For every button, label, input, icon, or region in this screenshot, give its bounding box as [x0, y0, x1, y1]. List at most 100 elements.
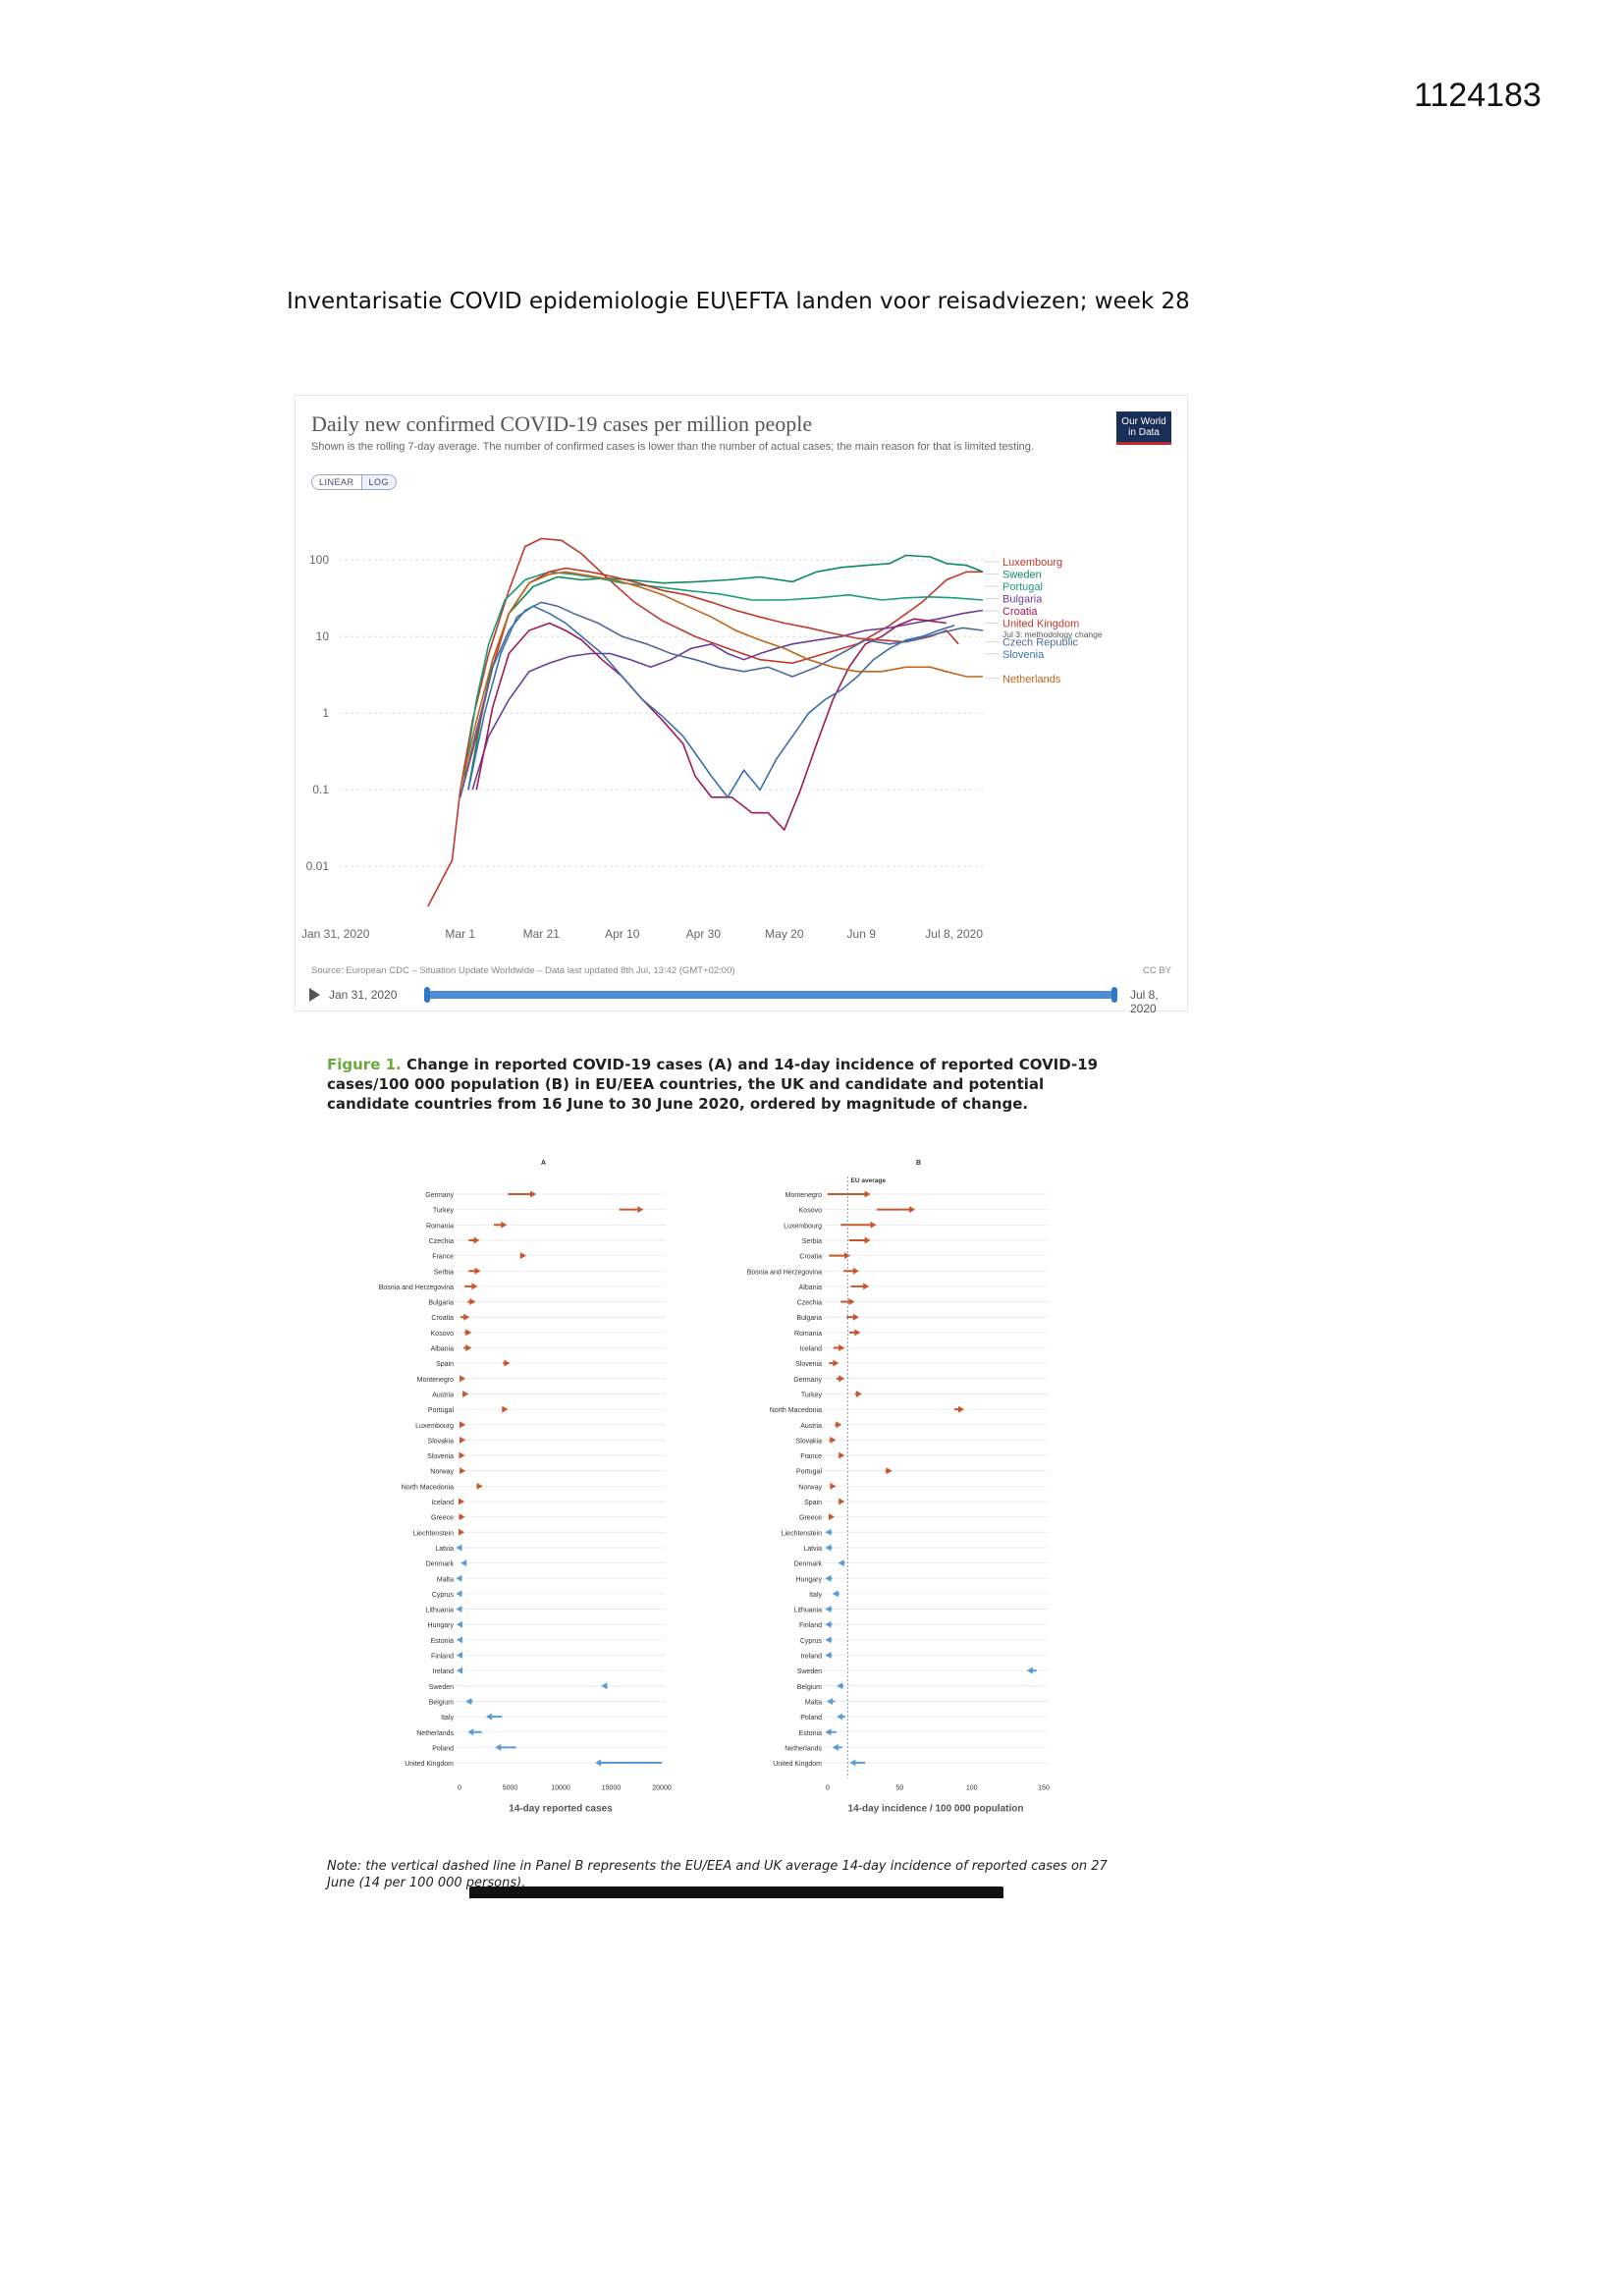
change-arrowhead-malta — [456, 1574, 462, 1582]
row-label-norway: Norway — [798, 1484, 822, 1491]
row-label-denmark: Denmark — [794, 1561, 823, 1568]
row-label-netherlands: Netherlands — [785, 1745, 822, 1752]
change-arrowhead-france — [839, 1451, 845, 1459]
legend-label-slovenia: Slovenia — [1002, 649, 1045, 661]
owid-license[interactable]: CC BY — [1142, 965, 1171, 976]
row-label-lithuania: Lithuania — [794, 1608, 823, 1614]
row-label-germany: Germany — [793, 1377, 822, 1384]
row-label-cyprus: Cyprus — [432, 1592, 455, 1599]
row-label-montenegro: Montenegro — [417, 1377, 454, 1384]
row-label-germany: Germany — [425, 1192, 454, 1199]
series-line-croatia — [475, 618, 947, 832]
change-arrowhead-ireland — [825, 1652, 832, 1659]
row-label-czechia: Czechia — [797, 1300, 822, 1307]
change-arrowhead-greece — [459, 1513, 465, 1521]
change-arrowhead-latvia — [825, 1544, 832, 1552]
change-arrowhead-finland — [457, 1652, 463, 1659]
change-arrowhead-finland — [825, 1620, 832, 1628]
timeline-end-handle[interactable] — [1111, 987, 1117, 1003]
row-label-romania: Romania — [794, 1331, 822, 1338]
x-tick-label: Mar 1 — [445, 927, 475, 941]
row-label-kosovo: Kosovo — [431, 1331, 454, 1338]
scale-toggle: LINEAR LOG — [311, 474, 398, 490]
y-tick-label: 100 — [309, 553, 329, 567]
row-label-slovenia: Slovenia — [427, 1453, 454, 1460]
row-label-albania: Albania — [799, 1285, 822, 1291]
change-arrowhead-cyprus — [456, 1590, 462, 1598]
change-arrowhead-cyprus — [825, 1636, 832, 1644]
row-label-hungary: Hungary — [428, 1622, 455, 1629]
owid-chart-title: Daily new confirmed COVID-19 cases per m… — [311, 411, 813, 436]
timeline-track[interactable] — [427, 991, 1114, 999]
panel-letter: A — [541, 1160, 546, 1167]
change-arrowhead-czechia — [848, 1298, 855, 1306]
change-arrowhead-luxembourg — [460, 1421, 466, 1429]
x-tick-label: Jun 9 — [847, 927, 877, 941]
change-arrowhead-bosnia-and-herzegovina — [471, 1283, 478, 1290]
change-arrowhead-romania — [501, 1221, 508, 1229]
row-label-latvia: Latvia — [435, 1546, 454, 1553]
owid-logo-line1: Our World — [1121, 416, 1166, 427]
y-tick-label: 0.01 — [306, 859, 330, 873]
row-label-croatia: Croatia — [799, 1254, 822, 1261]
panel-letter: B — [916, 1160, 921, 1167]
change-arrowhead-lithuania — [825, 1606, 832, 1613]
row-label-turkey: Turkey — [433, 1208, 455, 1215]
change-arrowhead-germany — [839, 1375, 845, 1383]
timeline-end-label: Jul 8, 2020 — [1130, 988, 1159, 1015]
change-arrowhead-bulgaria — [852, 1313, 859, 1321]
change-arrowhead-portugal — [502, 1405, 509, 1413]
row-label-liechtenstein: Liechtenstein — [782, 1530, 822, 1537]
change-arrowhead-kosovo — [909, 1206, 916, 1214]
row-label-greece: Greece — [799, 1515, 822, 1522]
row-label-poland: Poland — [432, 1745, 454, 1752]
owid-logo-line2: in Data — [1128, 427, 1160, 438]
y-tick-label: 10 — [316, 629, 330, 643]
legend-label-sweden: Sweden — [1002, 570, 1042, 581]
x-tick-label: 5000 — [503, 1785, 518, 1792]
x-tick-label: 0 — [458, 1785, 461, 1792]
change-arrowhead-spain — [839, 1498, 845, 1505]
linear-toggle-button[interactable]: LINEAR — [311, 474, 362, 490]
row-label-finland: Finland — [799, 1622, 822, 1629]
x-tick-label: Jul 8, 2020 — [925, 927, 983, 941]
change-arrowhead-estonia — [457, 1636, 463, 1644]
change-arrowhead-belgium — [465, 1697, 472, 1705]
y-tick-label: 0.1 — [312, 783, 329, 796]
y-tick-label: 1 — [322, 706, 329, 720]
x-tick-label: 20000 — [652, 1785, 672, 1792]
row-label-hungary: Hungary — [796, 1576, 823, 1583]
row-label-slovakia: Slovakia — [428, 1438, 455, 1445]
document-heading: Inventarisatie COVID epidemiologie EU\EF… — [287, 289, 1190, 314]
timeline-start-handle[interactable] — [424, 987, 430, 1003]
change-arrowhead-romania — [854, 1329, 861, 1337]
x-tick-label: Jan 31, 2020 — [301, 927, 370, 941]
legend-label-united-kingdom: United Kingdom — [1002, 619, 1079, 630]
change-arrowhead-bosnia-and-herzegovina — [852, 1267, 859, 1275]
change-arrowhead-north-macedonia — [476, 1482, 483, 1490]
row-label-albania: Albania — [431, 1346, 454, 1353]
x-axis-label: 14-day incidence / 100 000 population — [848, 1804, 1024, 1815]
row-label-portugal: Portugal — [796, 1469, 823, 1476]
row-label-bulgaria: Bulgaria — [428, 1300, 454, 1307]
owid-logo[interactable]: Our World in Data — [1116, 411, 1171, 445]
change-arrowhead-poland — [837, 1713, 843, 1721]
owid-chart-card: Daily new confirmed COVID-19 cases per m… — [295, 395, 1188, 1015]
row-label-luxembourg: Luxembourg — [784, 1223, 822, 1230]
change-arrowhead-luxembourg — [870, 1221, 877, 1229]
change-arrowhead-iceland — [839, 1344, 845, 1351]
log-toggle-button[interactable]: LOG — [361, 474, 398, 490]
change-arrowhead-malta — [826, 1697, 833, 1705]
play-icon[interactable] — [309, 988, 320, 1002]
redaction-bar — [469, 1886, 1003, 1898]
change-arrowhead-slovakia — [830, 1436, 837, 1444]
x-tick-label: 50 — [895, 1785, 903, 1792]
change-arrowhead-norway — [460, 1467, 466, 1475]
x-axis-label: 14-day reported cases — [509, 1804, 613, 1815]
change-arrowhead-estonia — [825, 1728, 832, 1736]
row-label-cyprus: Cyprus — [800, 1638, 823, 1645]
figure-label: Figure 1. — [327, 1056, 402, 1073]
row-label-czechia: Czechia — [429, 1238, 454, 1245]
row-label-north-macedonia: North Macedonia — [770, 1407, 822, 1414]
row-label-romania: Romania — [426, 1223, 454, 1230]
